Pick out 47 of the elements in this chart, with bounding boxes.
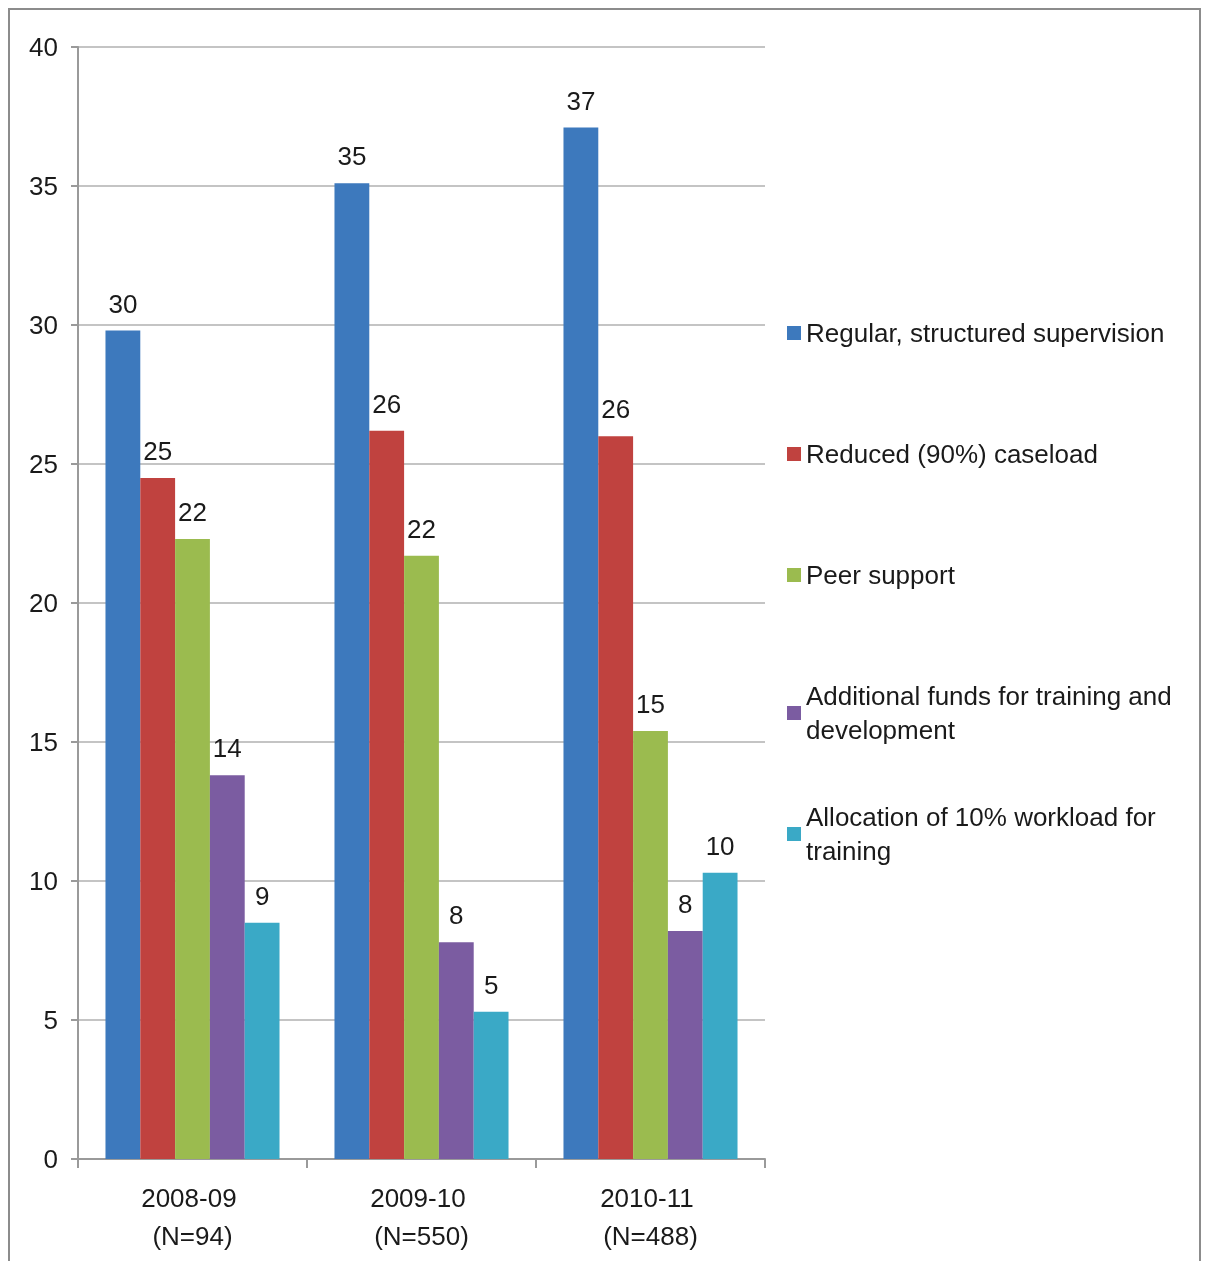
- bar: [175, 539, 210, 1159]
- y-tick-label: 35: [29, 171, 58, 201]
- data-label: 22: [178, 497, 207, 528]
- bar: [404, 555, 439, 1159]
- y-tick-label: 20: [29, 588, 58, 618]
- data-label: 5: [483, 969, 499, 1000]
- data-label: 8: [449, 900, 464, 931]
- bar: [438, 942, 474, 1159]
- data-label: 15: [636, 688, 665, 719]
- data-label: 9: [254, 880, 270, 911]
- data-label: 30: [108, 288, 138, 319]
- bar: [473, 1011, 509, 1159]
- data-label: 25: [143, 435, 173, 466]
- x-tick-label: 2010-11 (N=488): [600, 1183, 701, 1251]
- y-tick-label: 0: [43, 1144, 58, 1174]
- bar: [105, 330, 141, 1159]
- y-tick-label: 10: [29, 866, 58, 896]
- x-tick-label: 2008-09 (N=94): [141, 1183, 244, 1251]
- data-label: 35: [337, 141, 367, 172]
- bar: [369, 430, 405, 1159]
- bar: [244, 922, 280, 1159]
- bar: [140, 477, 176, 1159]
- y-tick-label: 25: [29, 449, 58, 479]
- data-label: 14: [212, 733, 242, 764]
- y-tick-label: 30: [29, 310, 58, 340]
- y-tick-label: 15: [29, 727, 58, 757]
- legend-label: Allocation of 10% workload for training: [806, 802, 1163, 866]
- data-label: 22: [407, 513, 436, 544]
- data-label: 26: [372, 388, 402, 419]
- bar: [633, 730, 668, 1159]
- data-label: 37: [566, 85, 596, 116]
- legend-label: Additional funds for training and development: [806, 681, 1179, 745]
- data-label: 8: [678, 889, 693, 920]
- bar: [563, 127, 599, 1159]
- data-label: 26: [601, 394, 631, 425]
- legend-label: Reduced (90%) caseload: [806, 439, 1098, 469]
- data-label: 10: [705, 830, 735, 861]
- legend-label: Peer support: [806, 560, 956, 590]
- y-tick-label: 5: [43, 1005, 58, 1035]
- bar: [702, 872, 738, 1159]
- bar: [598, 436, 634, 1159]
- x-tick-label: 2009-10 (N=550): [370, 1183, 473, 1251]
- y-tick-label: 40: [29, 32, 58, 62]
- bar: [334, 183, 370, 1159]
- bar: [209, 775, 245, 1159]
- legend-label: Regular, structured supervision: [806, 318, 1165, 348]
- bar: [667, 931, 703, 1159]
